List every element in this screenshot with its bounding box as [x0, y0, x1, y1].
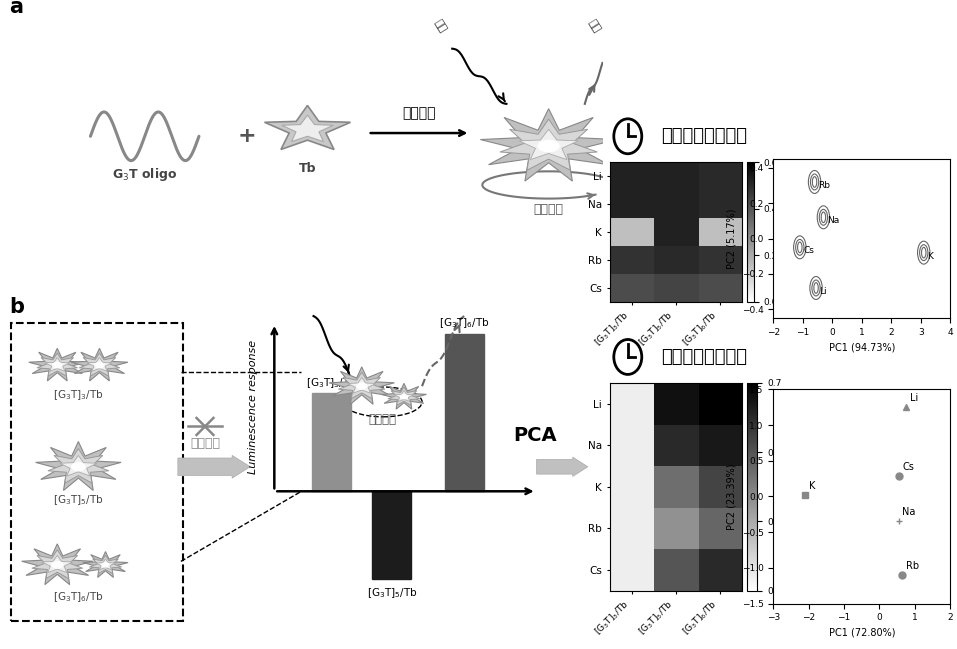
Text: 天线作用: 天线作用: [402, 106, 435, 120]
Polygon shape: [281, 116, 333, 141]
Text: K: K: [927, 252, 933, 261]
Text: PCA: PCA: [514, 426, 557, 445]
Text: 金属离子: 金属离子: [190, 437, 220, 450]
Polygon shape: [79, 353, 120, 376]
Text: Rb: Rb: [818, 181, 830, 190]
Text: Cs: Cs: [902, 462, 914, 472]
Polygon shape: [329, 367, 394, 404]
Polygon shape: [29, 349, 86, 381]
Text: +: +: [238, 127, 256, 146]
Circle shape: [53, 363, 61, 367]
Polygon shape: [347, 378, 376, 393]
Circle shape: [538, 140, 559, 152]
Polygon shape: [32, 550, 82, 578]
Text: 荧光: 荧光: [586, 18, 602, 34]
Polygon shape: [339, 373, 385, 398]
Polygon shape: [59, 456, 97, 476]
X-axis label: PC1 (94.73%): PC1 (94.73%): [829, 342, 895, 352]
FancyArrow shape: [178, 456, 250, 478]
Polygon shape: [388, 387, 420, 406]
Polygon shape: [519, 129, 578, 160]
Polygon shape: [96, 559, 115, 570]
FancyArrow shape: [537, 457, 588, 476]
Polygon shape: [48, 448, 109, 483]
Polygon shape: [500, 119, 597, 170]
Bar: [312, 393, 351, 491]
Text: Tb: Tb: [299, 162, 316, 175]
Text: 激光: 激光: [433, 18, 448, 34]
Text: Li: Li: [909, 393, 918, 403]
Polygon shape: [89, 556, 122, 574]
Text: [G$_3$T]$_5$/Tb: [G$_3$T]$_5$/Tb: [54, 494, 103, 508]
Text: G$_3$T oligo: G$_3$T oligo: [112, 167, 177, 184]
Text: a: a: [9, 0, 23, 17]
Text: K: K: [809, 481, 815, 491]
Circle shape: [52, 562, 63, 568]
Text: [G$_3$T]$_5$/Tb: [G$_3$T]$_5$/Tb: [367, 587, 417, 600]
Polygon shape: [382, 384, 427, 409]
Polygon shape: [394, 391, 413, 402]
Text: Rb: Rb: [906, 561, 919, 570]
Y-axis label: PC2 (23.39%): PC2 (23.39%): [726, 463, 736, 530]
X-axis label: PC1 (72.80%): PC1 (72.80%): [829, 628, 895, 638]
Text: 能量转移: 能量转移: [534, 202, 564, 215]
Text: [G$_3$T]$_6$/Tb: [G$_3$T]$_6$/Tb: [54, 590, 103, 604]
Polygon shape: [83, 552, 128, 578]
Text: [G$_3$T]$_6$/Tb: [G$_3$T]$_6$/Tb: [439, 317, 489, 330]
Polygon shape: [264, 105, 350, 149]
Text: [G$_3$T]$_3$/Tb: [G$_3$T]$_3$/Tb: [54, 389, 103, 402]
Y-axis label: PC2 (5.17%): PC2 (5.17%): [726, 208, 736, 269]
Text: Na: Na: [902, 507, 916, 517]
Polygon shape: [480, 108, 617, 181]
Polygon shape: [71, 349, 128, 381]
Text: 荚光寿命信号输出: 荚光寿命信号输出: [661, 348, 747, 366]
Bar: [372, 491, 412, 579]
Circle shape: [401, 395, 408, 398]
Circle shape: [72, 463, 85, 471]
Polygon shape: [35, 441, 122, 491]
Polygon shape: [45, 358, 70, 371]
Text: [G$_3$T]$_3$/Tb: [G$_3$T]$_3$/Tb: [306, 376, 357, 390]
Text: 时间分辨信号输出: 时间分辨信号输出: [661, 127, 747, 145]
Polygon shape: [37, 353, 78, 376]
Polygon shape: [42, 556, 73, 572]
Text: 能量转移: 能量转移: [368, 413, 397, 426]
Text: Na: Na: [827, 216, 839, 225]
Circle shape: [95, 363, 103, 367]
Text: Luminescence response: Luminescence response: [248, 340, 258, 474]
Circle shape: [357, 384, 367, 389]
Bar: [445, 334, 484, 491]
Text: b: b: [9, 297, 24, 317]
Text: Li: Li: [819, 287, 827, 296]
Polygon shape: [22, 544, 93, 585]
Text: Cs: Cs: [803, 247, 814, 255]
Circle shape: [102, 563, 109, 567]
Polygon shape: [87, 358, 112, 371]
